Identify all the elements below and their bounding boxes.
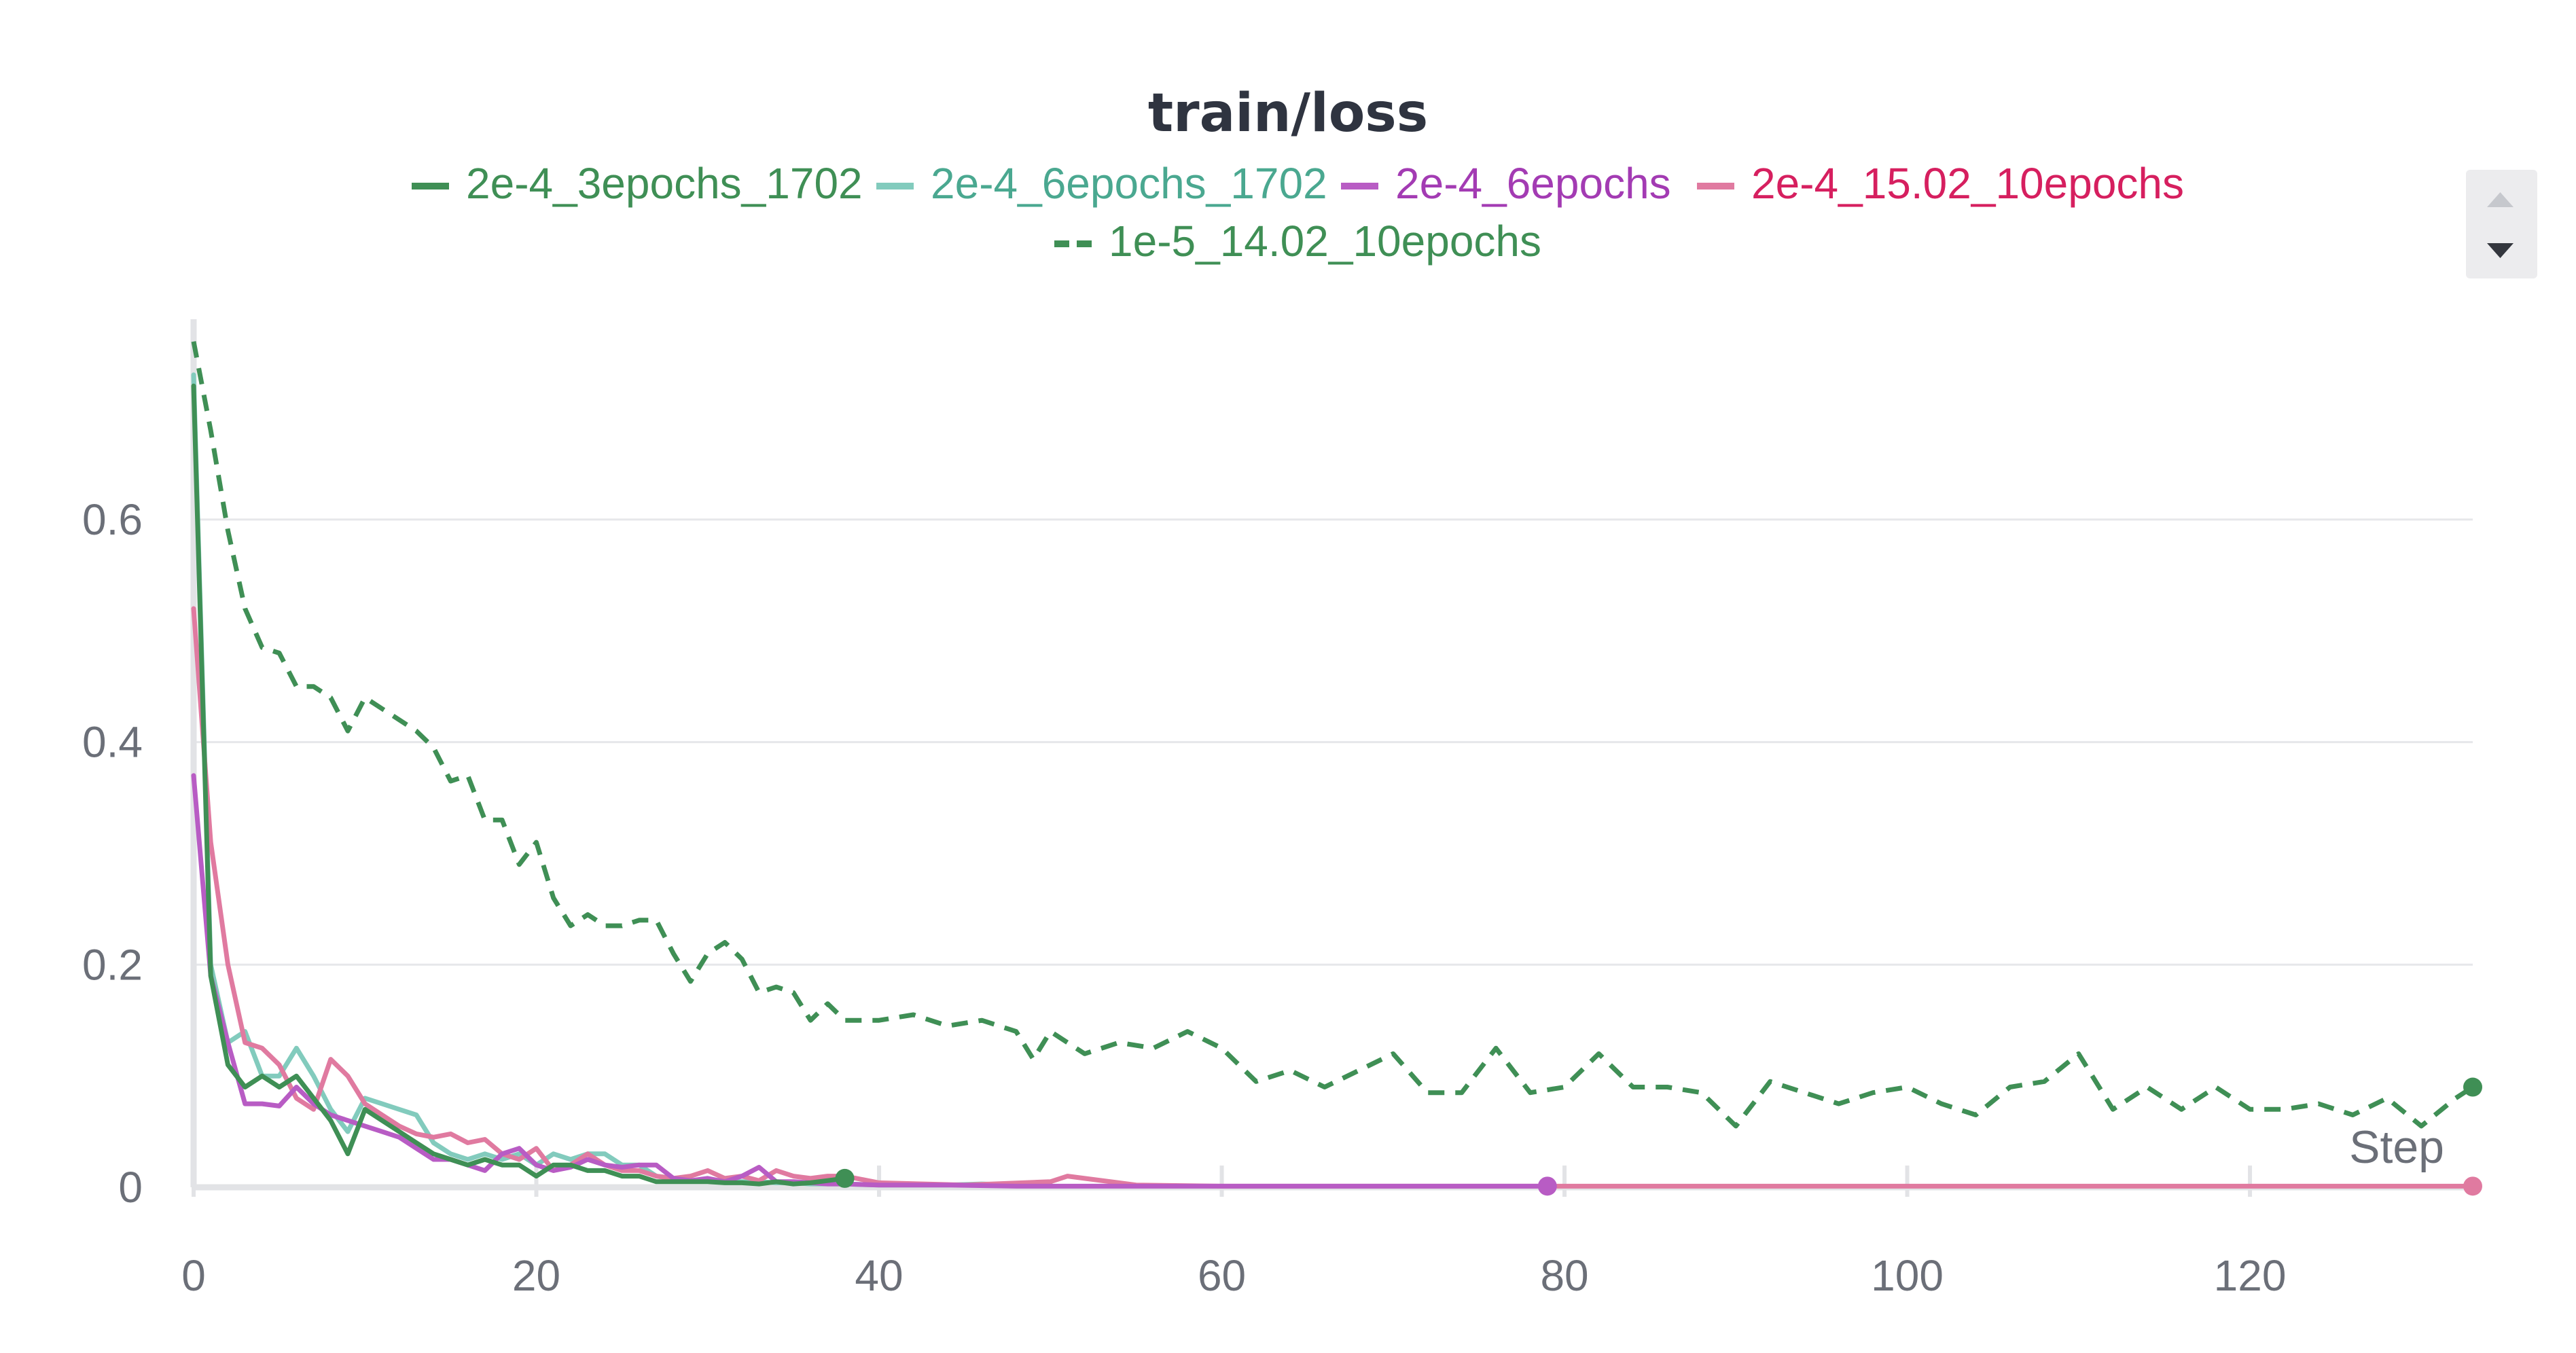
- y-tick-label: 0.6: [82, 495, 143, 544]
- legend-label: 2e-4_3epochs_1702: [466, 159, 863, 208]
- chart-title: train/loss: [1148, 83, 1428, 144]
- series-line-4: [191, 341, 2474, 1129]
- triangle-down-icon[interactable]: [2487, 243, 2514, 258]
- axes: [190, 319, 2473, 1191]
- x-axis-ticks: 0 20 40 60 80 100 120: [181, 1166, 2286, 1300]
- series-line-2: [191, 773, 1550, 1189]
- end-markers: [835, 1077, 2482, 1196]
- series-line-1: [191, 372, 1053, 1188]
- legend: 2e-4_3epochs_1702 2e-4_6epochs_1702 2e-4_6…: [412, 159, 2184, 266]
- y-tick-label: 0.2: [82, 940, 143, 989]
- legend-item[interactable]: 2e-4_3epochs_1702: [412, 159, 863, 208]
- x-tick-label: 80: [1540, 1251, 1588, 1300]
- x-tick-label: 20: [512, 1251, 560, 1300]
- x-tick-label: 100: [1871, 1251, 1944, 1300]
- triangle-up-icon[interactable]: [2487, 192, 2514, 207]
- series-end-marker-4: [2463, 1077, 2482, 1097]
- legend-item[interactable]: 2e-4_6epochs_1702: [876, 159, 1327, 208]
- legend-item[interactable]: 2e-4_6epochs: [1341, 159, 1671, 208]
- series-end-marker-2: [1537, 1176, 1557, 1196]
- x-tick-label: 60: [1198, 1251, 1246, 1300]
- series-end-marker-3: [2463, 1176, 2482, 1196]
- legend-scroll[interactable]: [2466, 170, 2537, 278]
- x-tick-label: 40: [855, 1251, 903, 1300]
- legend-item[interactable]: 1e-5_14.02_10epochs: [1054, 217, 1541, 266]
- x-tick-label: 0: [181, 1251, 206, 1300]
- y-tick-label: 0.4: [82, 718, 143, 767]
- legend-scroll-track: [2466, 170, 2537, 278]
- legend-item[interactable]: 2e-4_15.02_10epochs: [1697, 159, 2184, 208]
- y-axis-ticks: 0 0.2 0.4 0.6: [82, 495, 143, 1212]
- series-line-0: [191, 383, 848, 1187]
- series-line-3: [191, 606, 2475, 1189]
- grid: [194, 518, 2473, 966]
- series-end-marker-0: [835, 1168, 855, 1188]
- y-tick-label: 0: [118, 1163, 143, 1212]
- legend-label: 1e-5_14.02_10epochs: [1109, 217, 1541, 266]
- legend-label: 2e-4_15.02_10epochs: [1751, 159, 2184, 208]
- x-axis-label: Step: [2349, 1121, 2444, 1173]
- legend-label: 2e-4_6epochs_1702: [931, 159, 1327, 208]
- x-tick-label: 120: [2214, 1251, 2287, 1300]
- legend-label: 2e-4_6epochs: [1395, 159, 1671, 208]
- series-group: [191, 341, 2475, 1189]
